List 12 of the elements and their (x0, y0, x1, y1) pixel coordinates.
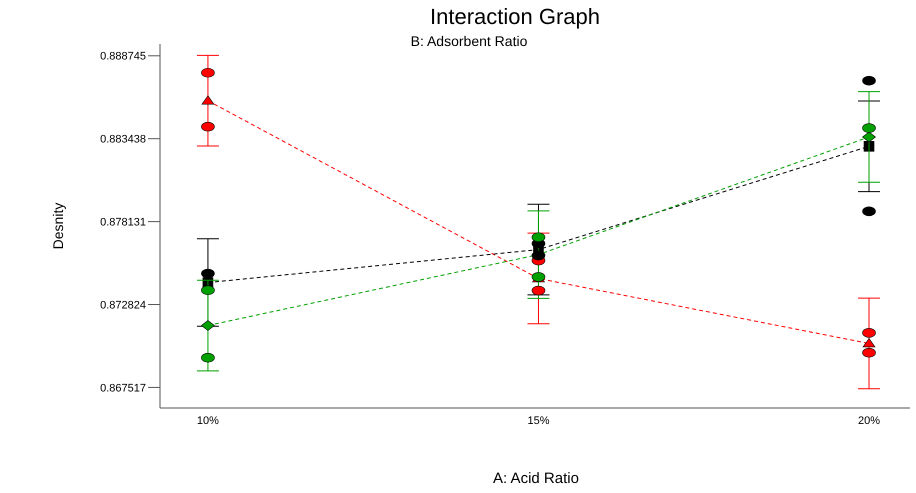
chart-subtitle: B: Adsorbent Ratio (410, 33, 528, 49)
y-tick-label: 0.878131 (100, 216, 146, 229)
y-tick-label: 0.888745 (100, 50, 146, 63)
y-tick-label: 0.883438 (100, 134, 146, 146)
x-tick-label: 10% (196, 414, 220, 427)
chart-title: Interaction Graph (429, 4, 601, 30)
y-tick-label: 0.872824 (100, 299, 146, 312)
y-axis-title: Desnity (50, 202, 66, 250)
x-axis-title: A: Acid Ratio (492, 470, 580, 487)
x-tick-label: 15% (527, 414, 550, 427)
y-tick-label: 0.867517 (100, 382, 146, 394)
x-tick-label: 20% (858, 414, 880, 427)
